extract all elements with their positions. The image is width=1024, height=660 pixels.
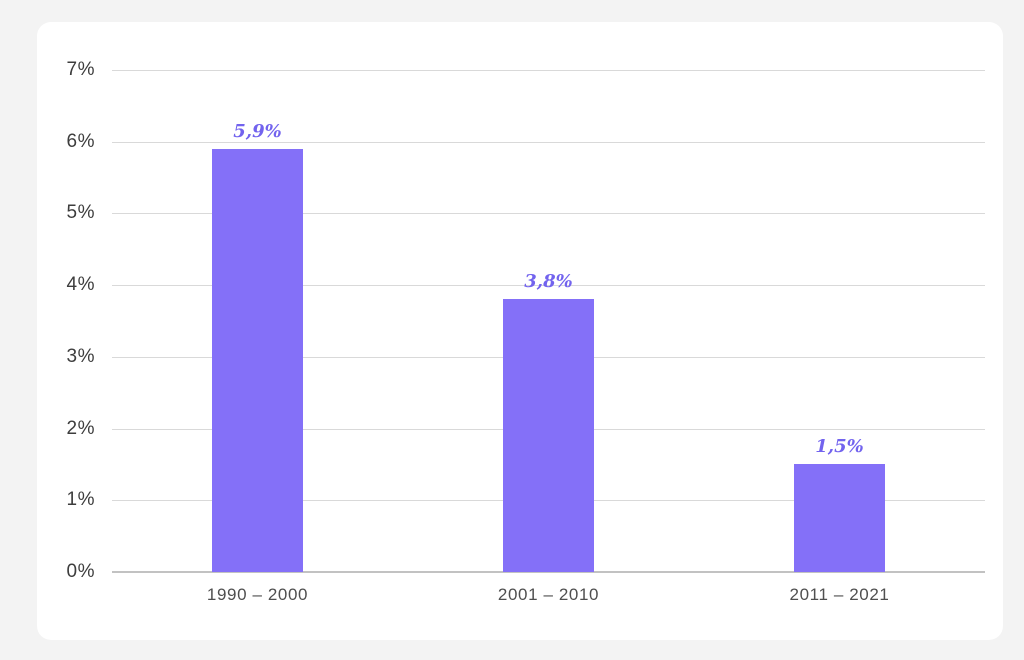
bar xyxy=(212,148,303,572)
gridline xyxy=(112,285,985,287)
y-axis-tick-label: 0% xyxy=(66,561,95,582)
x-axis-tick-label: 2011 – 2021 xyxy=(789,585,890,604)
gridline xyxy=(112,213,985,215)
y-axis-tick-label: 6% xyxy=(66,130,95,152)
x-axis-tick-label: 1990 – 2000 xyxy=(206,585,309,604)
gridline xyxy=(112,141,985,143)
x-axis-tick-label: 2001 – 2010 xyxy=(497,585,600,604)
gridline xyxy=(112,70,985,71)
bar-value-label: 5,9% xyxy=(233,120,282,142)
bar-value-label: 1,5% xyxy=(815,436,864,458)
y-axis-tick-label: 2% xyxy=(66,417,95,439)
y-axis-tick-label: 1% xyxy=(66,489,95,511)
bar-value-label: 3,8% xyxy=(524,271,573,293)
bar xyxy=(503,299,594,572)
bar-chart: 0% 1% 2% 3% 4% 5% 6% 7% 5,9% 1990 – 2000 3,8% 2001 … xyxy=(37,22,1003,640)
y-axis-tick-label: 4% xyxy=(66,274,95,296)
bar xyxy=(794,464,885,572)
y-axis-tick-label: 3% xyxy=(66,345,95,367)
x-axis-line xyxy=(112,571,985,573)
y-axis-tick-label: 7% xyxy=(66,59,95,80)
y-axis-tick-label: 5% xyxy=(66,202,95,224)
chart-card: 0% 1% 2% 3% 4% 5% 6% 7% 5,9% 1990 – 2000 3,8% 2001 … xyxy=(37,22,1003,640)
